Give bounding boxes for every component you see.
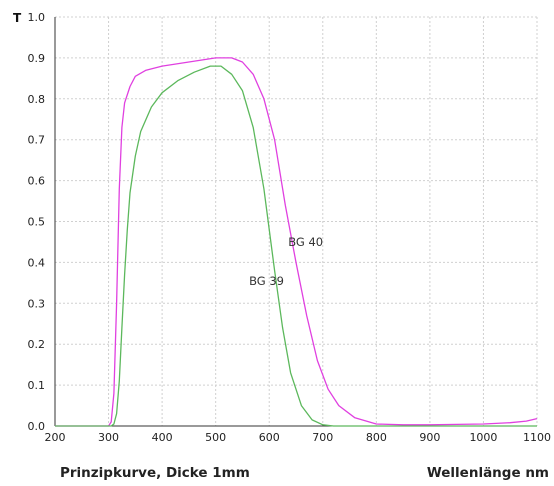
chart-caption: Prinzipkurve, Dicke 1mm [60,465,250,481]
x-axis-label: Wellenlänge nm [427,465,549,481]
y-tick-label: 0.0 [28,420,46,433]
x-tick-label: 800 [366,431,387,444]
x-tick-label: 700 [312,431,333,444]
x-tick-label: 400 [152,431,173,444]
series-line-bg-40 [55,57,538,427]
curve-label-bg-40: BG 40 [288,235,323,249]
y-tick-labels: 0.0 0.1 0.2 0.3 0.4 0.5 0.6 0.7 0.8 0.9 1.0 [28,11,46,433]
y-tick-label: 0.1 [28,379,46,392]
x-tick-label: 300 [98,431,119,444]
y-tick-label: 0.3 [28,297,46,310]
y-tick-label: 0.9 [28,52,46,65]
y-tick-label: 0.7 [28,134,46,147]
curve-label-bg-39: BG 39 [249,274,284,288]
x-tick-label: 200 [45,431,66,444]
y-tick-label: 0.6 [28,175,46,188]
y-tick-label: 1.0 [28,11,46,24]
x-tick-label: 1000 [469,431,497,444]
y-tick-label: 0.4 [28,256,46,269]
y-tick-label: 0.2 [28,338,46,351]
curve-labels: BG 40 BG 39 [249,235,323,288]
series-line-bg-39 [55,65,537,427]
x-tick-label: 500 [205,431,226,444]
x-tick-label: 900 [419,431,440,444]
series-lines [55,57,538,427]
x-tick-label: 1100 [523,431,551,444]
x-tick-labels: 200 300 400 500 600 700 800 900 1000 1100 [45,431,552,444]
y-axis-label: T [13,11,22,25]
x-tick-label: 600 [259,431,280,444]
y-tick-label: 0.5 [28,216,46,229]
y-tick-label: 0.8 [28,93,46,106]
